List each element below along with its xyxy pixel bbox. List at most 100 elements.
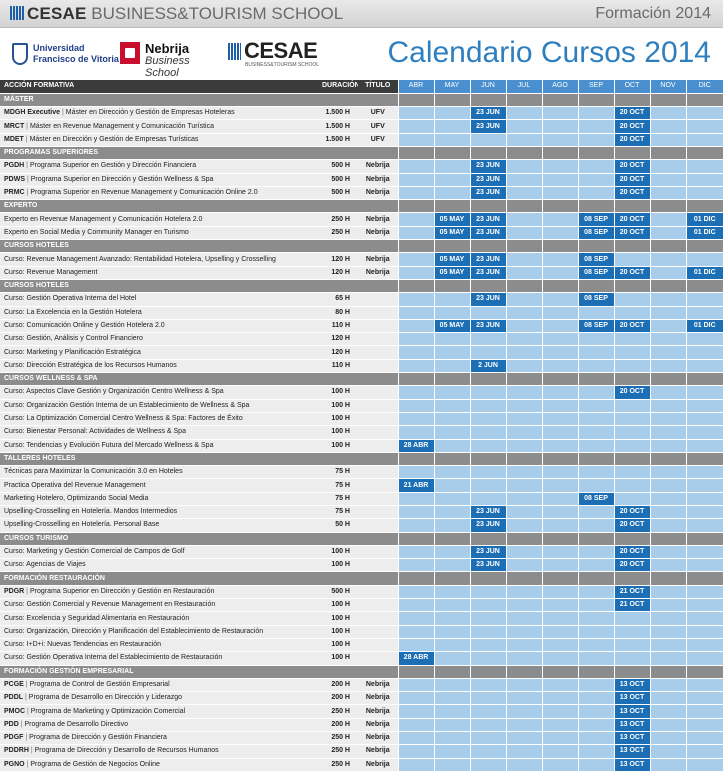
empty-month-cell (577, 518, 614, 533)
empty-month-cell (433, 545, 470, 560)
empty-month-cell (649, 119, 686, 134)
empty-month-cell (577, 173, 614, 187)
course-name-cell: Curso: Excelencia y Seguridad Alimentari… (0, 611, 318, 626)
empty-month-cell (541, 625, 578, 639)
empty-month-cell (685, 399, 723, 413)
start-date-cell: 08 SEP (577, 492, 614, 507)
empty-month-cell (505, 226, 542, 241)
section-title: CURSOS HOTELES (0, 239, 398, 254)
course-label: Curso: Excelencia y Seguridad Alimentari… (4, 614, 190, 622)
course-row: MDGH Executive | Máster en Dirección y G… (0, 106, 723, 121)
empty-month-cell (649, 558, 686, 573)
empty-month-cell (577, 186, 614, 201)
section-month-cell (613, 532, 650, 546)
course-label: Experto en Revenue Management y Comunica… (4, 215, 203, 223)
course-row: PDD | Programa de Desarrollo Directivo 20… (0, 718, 723, 733)
course-name-cell: Curso: Dirección Estratégica de los Recu… (0, 359, 318, 374)
empty-month-cell (541, 465, 578, 480)
course-row: Upselling-Crosselling en Hotelería. Mand… (0, 505, 723, 520)
brand-name: CESAE (27, 4, 87, 23)
empty-month-cell (685, 638, 723, 653)
top-banner: CESAE BUSINESS&TOURISM SCHOOL Formación … (0, 0, 723, 28)
start-date-cell: 20 OCT (613, 133, 650, 147)
empty-month-cell (397, 744, 434, 759)
code-separator: | (23, 694, 29, 702)
section-month-cell (469, 372, 506, 387)
course-title-issuer (358, 399, 398, 413)
start-date-cell: 23 JUN (469, 545, 506, 560)
empty-month-cell (433, 731, 470, 746)
course-duration: 200 H (318, 718, 358, 733)
section-month-cell (685, 665, 723, 679)
empty-month-cell (541, 385, 578, 400)
empty-month-cell (649, 266, 686, 280)
empty-month-cell (577, 611, 614, 626)
section-title: PROGRAMAS SUPERIORES (0, 146, 398, 161)
empty-month-cell (505, 266, 542, 280)
empty-month-cell (613, 465, 650, 480)
section-month-cell (433, 279, 470, 294)
empty-month-cell (541, 585, 578, 600)
empty-month-cell (577, 598, 614, 613)
empty-month-cell (613, 651, 650, 666)
course-title-issuer (358, 359, 398, 374)
empty-month-cell (505, 505, 542, 520)
empty-month-cell (397, 119, 434, 134)
empty-month-cell (397, 385, 434, 400)
empty-month-cell (541, 306, 578, 320)
section-month-cell (469, 279, 506, 294)
course-duration: 200 H (318, 678, 358, 693)
course-name-cell: PDGF | Programa de Dirección y Gestión F… (0, 731, 318, 746)
course-label: Curso: Marketing y Planificación Estraté… (4, 348, 141, 356)
empty-month-cell (541, 212, 578, 227)
section-month-cell (397, 372, 434, 387)
section-month-cell (397, 532, 434, 546)
course-label: Curso: Organización Gestión Interna de u… (4, 401, 250, 409)
course-name-cell: Curso: Tendencias y Evolución Futura del… (0, 439, 318, 453)
course-label: Programa de Marketing y Optimización Com… (30, 707, 186, 715)
empty-month-cell (613, 412, 650, 427)
course-title-issuer: Nebrija (358, 704, 398, 719)
course-row: Curso: La Excelencia en la Gestión Hotel… (0, 306, 723, 320)
empty-month-cell (577, 106, 614, 121)
empty-month-cell (397, 731, 434, 746)
course-name-cell: Curso: Gestión Operativa Interna del Est… (0, 651, 318, 666)
empty-month-cell (541, 558, 578, 573)
start-date-cell: 05 MAY (433, 266, 470, 280)
section-title: CURSOS WELLNESS & SPA (0, 372, 398, 387)
empty-month-cell (433, 518, 470, 533)
start-date-cell: 05 MAY (433, 212, 470, 227)
ufv-line1: Universidad (33, 43, 85, 53)
code-separator: | (24, 760, 31, 768)
start-date-cell: 13 OCT (613, 731, 650, 746)
course-title-issuer (358, 385, 398, 400)
empty-month-cell (685, 758, 723, 772)
course-label: Máster en Dirección y Gestión de Empresa… (29, 135, 199, 143)
section-header-row: CURSOS WELLNESS & SPA (0, 372, 723, 387)
empty-month-cell (469, 332, 506, 347)
course-code: MDET (4, 135, 24, 143)
section-month-cell (577, 279, 614, 294)
empty-month-cell (613, 638, 650, 653)
course-row: Experto en Social Media y Community Mana… (0, 226, 723, 241)
course-row: PRMC | Programa Superior en Revenue Mana… (0, 186, 723, 201)
course-row: PDGF | Programa de Dirección y Gestión F… (0, 731, 723, 746)
empty-month-cell (685, 332, 723, 347)
course-title-issuer (358, 306, 398, 320)
course-label: Curso: Gestión Operativa Interna del Hot… (4, 295, 137, 303)
empty-month-cell (649, 678, 686, 693)
section-month-cell (613, 571, 650, 586)
empty-month-cell (505, 173, 542, 187)
empty-month-cell (469, 478, 506, 493)
course-title-issuer (358, 505, 398, 520)
section-month-cell (685, 146, 723, 161)
empty-month-cell (469, 425, 506, 440)
empty-month-cell (613, 359, 650, 374)
course-name-cell: Curso: Marketing y Planificación Estraté… (0, 345, 318, 360)
empty-month-cell (505, 345, 542, 360)
course-duration: 75 H (318, 478, 358, 493)
section-header-row: CURSOS HOTELES (0, 239, 723, 254)
start-date-cell: 20 OCT (613, 106, 650, 121)
section-month-cell (397, 239, 434, 254)
start-date-cell: 23 JUN (469, 252, 506, 267)
